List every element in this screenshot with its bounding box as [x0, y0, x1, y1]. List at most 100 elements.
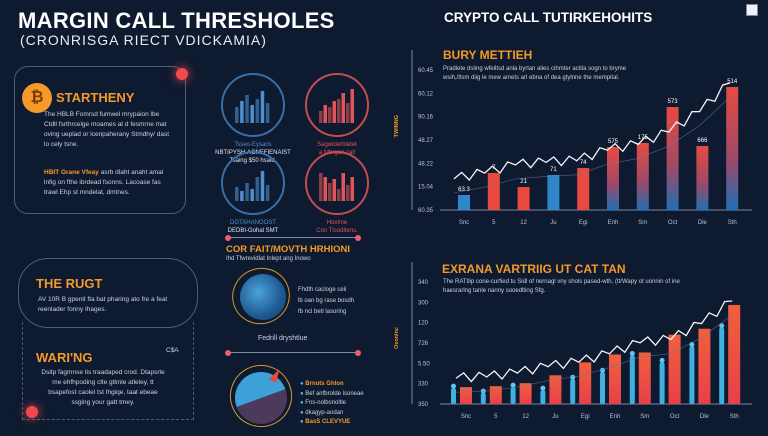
checkbox[interactable] — [746, 4, 758, 16]
bar-label: 666 — [697, 138, 708, 144]
divider — [225, 349, 361, 356]
secondary-trend-line — [453, 96, 731, 194]
cloud-icon: ● — [300, 400, 306, 406]
blue-bar — [629, 355, 635, 404]
y-tick-label: 15.04 — [418, 185, 434, 191]
gauge-bar — [328, 183, 332, 201]
gauge-bar — [265, 185, 270, 201]
x-tick-label: Oct — [668, 220, 678, 226]
bar — [636, 143, 649, 210]
gauge-bar — [328, 107, 332, 123]
bar-cap-marker — [451, 383, 456, 389]
bar — [696, 146, 709, 210]
red-dot-icon — [26, 406, 38, 418]
bar-label: 21 — [520, 179, 527, 185]
x-tick-label: Enh — [608, 220, 619, 226]
gauge-bar — [240, 191, 244, 201]
x-tick-label: Snc — [459, 220, 469, 226]
divider — [225, 234, 361, 241]
blue-bar — [510, 387, 516, 404]
gauge-chart — [221, 151, 285, 215]
bar — [487, 173, 500, 210]
y-tick-label: 726 — [418, 341, 429, 347]
red-bar — [698, 328, 711, 404]
gauge-bar — [350, 89, 354, 123]
gauge-chart — [221, 73, 285, 137]
users-icon: ● — [300, 419, 306, 425]
gauge-bar — [323, 105, 327, 123]
bar — [607, 147, 619, 210]
y-tick-label: 120 — [418, 321, 429, 327]
gauge-bar — [245, 183, 249, 201]
red-bar — [489, 386, 502, 404]
y-tick-label: 60.35 — [418, 208, 434, 214]
red-bar — [609, 354, 621, 404]
red-bar — [549, 375, 562, 404]
y-tick-label: 48.22 — [418, 161, 434, 167]
blue-bar — [659, 362, 665, 404]
y-tick-label: 60.12 — [418, 91, 434, 97]
gauge-bar — [337, 189, 341, 201]
blue-bar — [480, 393, 486, 404]
bar-label: 175 — [638, 135, 649, 141]
globe2-item: ● BasS CLEVYUE — [300, 418, 364, 428]
section-heading: COR FAIT/MOVTH HRHIONI — [226, 244, 351, 255]
y-tick-label: 48.27 — [418, 138, 434, 144]
gauge-caption-line: Tsseo-Eysans — [234, 142, 272, 148]
heart-icon: ● — [300, 409, 306, 416]
gauge-bar — [332, 101, 336, 123]
strategy-card — [14, 66, 186, 214]
globe2-item-label: Bef anfbrolde lsoneae — [305, 390, 364, 397]
globe2-item-label: BasS CLEVYUE — [305, 419, 351, 425]
blue-bar — [570, 379, 576, 404]
x-tick-label: 12 — [522, 414, 529, 420]
x-tick-label: Oct — [670, 414, 680, 420]
bar-label: 63.3 — [458, 187, 470, 193]
x-tick-label: Egi — [579, 220, 588, 226]
gauge-bar — [332, 179, 336, 201]
y-tick-label: 5.50 — [418, 361, 430, 367]
gauge-bar — [346, 185, 350, 201]
x-tick-label: Ju — [550, 220, 556, 226]
gauge-bar — [240, 101, 244, 123]
rugt-heading: THE RUGT — [36, 276, 103, 291]
strategy-highlight-text: asrb dlaht anaht amal lnfig on fthe ibrd… — [44, 169, 164, 196]
page-subtitle: (CRONRISGA RIECT VDICKAMIA) — [20, 32, 267, 48]
bar-cap-marker — [659, 357, 665, 363]
secondary-trend-line — [455, 314, 733, 393]
globe2-item: ● Brnuts Ghlon — [300, 380, 364, 390]
gauge-caption-line: Con Tlsodltens. — [316, 228, 358, 234]
rugt-card — [18, 258, 198, 328]
bar — [547, 175, 560, 210]
bitcoin-icon: ₿ — [22, 83, 52, 113]
bar-label: 575 — [608, 139, 619, 145]
gauge-caption-line: Hoxime — [326, 220, 348, 226]
bar-label: 514 — [727, 79, 738, 85]
bar — [517, 187, 530, 210]
globe2-item-label: Brnuts Ghlon — [305, 381, 344, 387]
gauge-caption-line: Sagwiderbletet — [317, 142, 357, 148]
x-tick-label: Sth — [730, 414, 739, 420]
globe2-list: ● Brnuts Ghlon ● Bef anfbrolde lsoneae ● F… — [300, 380, 364, 428]
gauge-chart — [305, 73, 369, 137]
blue-bar — [719, 327, 725, 404]
globe1-item: Fhdth cacloge ceil — [298, 287, 347, 293]
gauge-bar — [245, 95, 249, 123]
gauge-bar — [337, 99, 341, 123]
warning-card — [22, 322, 194, 420]
bar — [726, 87, 739, 210]
x-tick-label: Dle — [698, 220, 708, 226]
y-tick-label: 60.45 — [418, 68, 434, 74]
right-title: CRYPTO CALL TUTIRKEHOHITS — [444, 10, 653, 25]
bar-cap-marker — [540, 385, 546, 391]
x-tick-label: Sm — [640, 414, 649, 420]
warning-body: Dsitp fagmnse tis traadaped crod. Dtapsr… — [41, 369, 165, 406]
globe1-list: Fhdth cacloge ceil lb oan bg rase bosdh … — [298, 285, 354, 318]
gauge-caption: Hoxime Con Tlsodltens. — [291, 219, 383, 235]
warning-badge: C$A — [166, 347, 179, 354]
y-tick-label: 90.16 — [418, 115, 434, 121]
globe2-item: ● Bef anfbrolde lsoneae — [300, 390, 364, 400]
globe-icon — [235, 372, 287, 424]
bar-label: 573 — [668, 99, 679, 105]
